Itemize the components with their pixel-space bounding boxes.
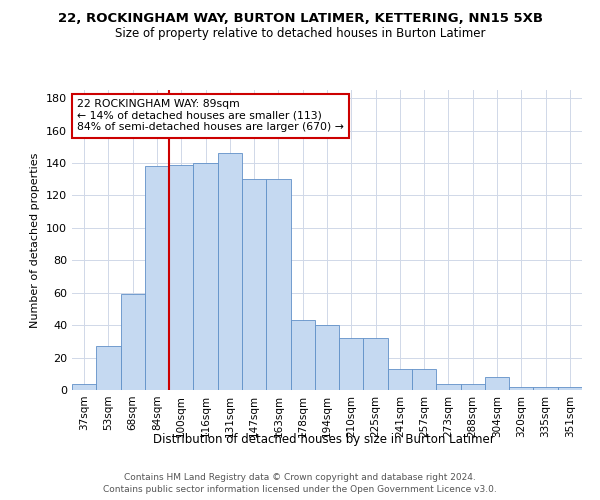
Bar	[388, 369, 412, 390]
Bar	[169, 164, 193, 390]
Bar	[290, 320, 315, 390]
Bar	[364, 338, 388, 390]
Bar	[266, 179, 290, 390]
Bar	[485, 377, 509, 390]
Bar	[72, 384, 96, 390]
Text: Distribution of detached houses by size in Burton Latimer: Distribution of detached houses by size …	[153, 432, 495, 446]
Bar	[315, 325, 339, 390]
Y-axis label: Number of detached properties: Number of detached properties	[31, 152, 40, 328]
Bar	[96, 346, 121, 390]
Text: Contains public sector information licensed under the Open Government Licence v3: Contains public sector information licen…	[103, 485, 497, 494]
Bar	[461, 384, 485, 390]
Bar	[436, 384, 461, 390]
Bar	[121, 294, 145, 390]
Bar	[509, 387, 533, 390]
Bar	[339, 338, 364, 390]
Bar	[533, 387, 558, 390]
Text: Size of property relative to detached houses in Burton Latimer: Size of property relative to detached ho…	[115, 28, 485, 40]
Bar	[193, 163, 218, 390]
Bar	[218, 153, 242, 390]
Bar	[145, 166, 169, 390]
Bar	[558, 387, 582, 390]
Text: Contains HM Land Registry data © Crown copyright and database right 2024.: Contains HM Land Registry data © Crown c…	[124, 472, 476, 482]
Bar	[242, 179, 266, 390]
Text: 22, ROCKINGHAM WAY, BURTON LATIMER, KETTERING, NN15 5XB: 22, ROCKINGHAM WAY, BURTON LATIMER, KETT…	[58, 12, 542, 26]
Text: 22 ROCKINGHAM WAY: 89sqm
← 14% of detached houses are smaller (113)
84% of semi-: 22 ROCKINGHAM WAY: 89sqm ← 14% of detach…	[77, 99, 344, 132]
Bar	[412, 369, 436, 390]
